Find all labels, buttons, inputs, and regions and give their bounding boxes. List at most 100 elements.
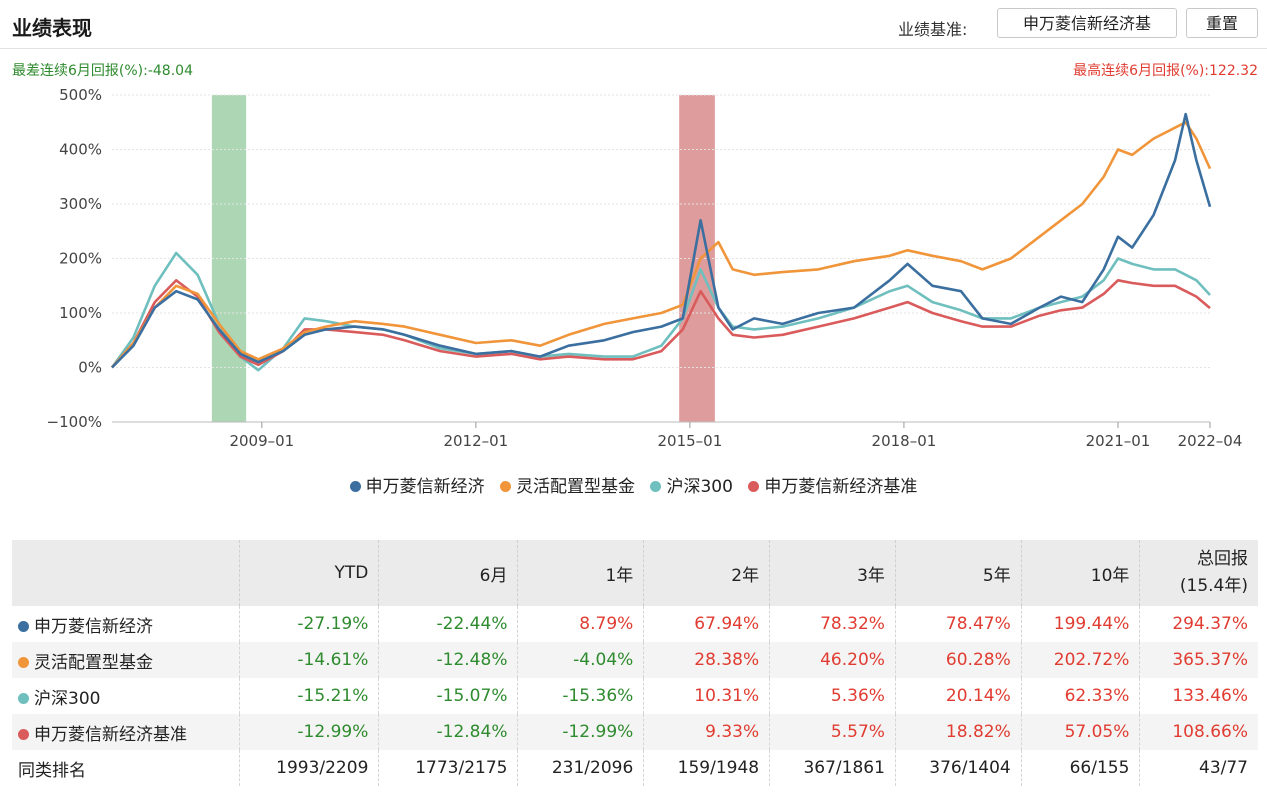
return-cell: 133.46% (1172, 686, 1248, 706)
table-header-3y: 3年 (769, 540, 896, 606)
return-cell: 9.33% (643, 714, 771, 750)
y-tick-label: 100% (59, 304, 102, 322)
table-header-ytd: YTD (239, 540, 380, 606)
table-row: 沪深300 -15.21% -15.07% -15.36% 10.31% 5.36% 20.… (12, 678, 1258, 714)
return-cell: 62.33% (1021, 678, 1141, 714)
return-cell: -12.84% (378, 714, 519, 750)
series-dot (18, 692, 29, 704)
return-cell: 365.37% (1139, 642, 1258, 678)
worst-6m-return: 最差连续6月回报(%):-48.04 (12, 63, 193, 79)
best-6m-return: 最高连续6月回报(%):122.32 (1073, 63, 1258, 79)
return-cell: -12.99% (239, 714, 380, 750)
rank-label: 同类排名 (12, 750, 241, 786)
return-cell: 10.31% (643, 678, 771, 714)
x-tick-label: 2012–01 (443, 432, 508, 450)
table-header-1y: 1年 (517, 540, 645, 606)
rank-cell: 66/155 (1021, 750, 1141, 786)
return-cell: 60.28% (895, 642, 1022, 678)
total-return-label: 总回报 (1197, 549, 1248, 569)
page-title: 业绩表现 (12, 16, 92, 40)
return-cell: -12.48% (378, 642, 519, 678)
x-tick-label: 2015–01 (658, 432, 723, 450)
legend-label: 沪深300 (666, 477, 733, 497)
return-cell: 28.38% (643, 642, 771, 678)
row-fund-name: 灵活配置型基金 (12, 642, 241, 678)
rank-cell: 43/77 (1199, 758, 1248, 778)
row-label: 沪深300 (34, 688, 101, 709)
return-cell: 108.66% (1139, 714, 1258, 750)
y-tick-label: 300% (59, 195, 102, 213)
return-cell: 18.82% (895, 714, 1022, 750)
return-cell: -4.04% (517, 642, 645, 678)
legend-dot (650, 481, 662, 492)
table-row: 灵活配置型基金 -14.61% -12.48% -4.04% 28.38% 46.20% 6… (12, 642, 1258, 678)
return-cell: -14.61% (239, 642, 380, 678)
row-label: 申万菱信新经济基准 (34, 724, 187, 745)
row-fund-name: 申万菱信新经济 (12, 606, 241, 642)
return-cell: 67.94% (643, 606, 771, 642)
reset-button[interactable]: 重置 (1186, 8, 1258, 38)
y-tick-label: 500% (59, 86, 102, 104)
legend-item-category[interactable]: 灵活配置型基金 (500, 472, 635, 497)
y-tick-label: 400% (59, 141, 102, 159)
return-cell: -22.44% (378, 606, 519, 642)
table-header-6m: 6月 (378, 540, 519, 606)
y-tick-label: 200% (59, 250, 102, 268)
row-label: 申万菱信新经济 (34, 616, 153, 637)
return-cell: 46.20% (769, 642, 896, 678)
return-cell: 5.36% (769, 678, 896, 714)
row-fund-name: 沪深300 (12, 678, 241, 714)
total-return-period: (15.4年) (1179, 576, 1248, 596)
performance-table: YTD 6月 1年 2年 3年 5年 10年 总回报 (15.4年) 申万菱信新经… (12, 540, 1258, 786)
y-tick-label: −100% (47, 413, 102, 431)
return-cell: -15.36% (517, 678, 645, 714)
rank-cell: 367/1861 (769, 750, 896, 786)
legend-dot (349, 481, 361, 492)
return-cell: 57.05% (1021, 714, 1141, 750)
legend-label: 申万菱信新经济基准 (764, 477, 918, 497)
legend-item-benchmark[interactable]: 申万菱信新经济基准 (748, 472, 917, 497)
legend-dot (500, 481, 512, 492)
rank-cell: 159/1948 (643, 750, 771, 786)
return-cell: -15.21% (239, 678, 380, 714)
y-tick-label: 0% (78, 359, 102, 377)
table-header-row: YTD 6月 1年 2年 3年 5年 10年 总回报 (15.4年) (12, 540, 1258, 606)
table-header-name (12, 540, 241, 606)
rank-row: 同类排名 1993/2209 1773/2175 231/2096 159/1948 36… (12, 750, 1258, 786)
benchmark-label: 业绩基准: (898, 20, 968, 39)
header-bar: 业绩表现 业绩基准: 申万菱信新经济基 重置 (0, 0, 1267, 49)
return-cell: 20.14% (895, 678, 1022, 714)
return-cell: 294.37% (1172, 614, 1248, 634)
return-cell: -15.07% (378, 678, 519, 714)
return-cell: 202.72% (1021, 642, 1141, 678)
x-tick-label: 2021–01 (1086, 432, 1151, 450)
series-dot (18, 728, 29, 740)
performance-chart[interactable]: 500% 400% 300% 200% 100% 0% −100% 2009–01 2012–0… (0, 80, 1267, 460)
return-cell: 199.44% (1021, 606, 1141, 642)
return-cell: -27.19% (239, 606, 380, 642)
rank-cell: 376/1404 (895, 750, 1022, 786)
return-cell: 8.79% (517, 606, 645, 642)
x-tick-label: 2009–01 (229, 432, 294, 450)
table-header-2y: 2年 (643, 540, 771, 606)
return-cell: 5.57% (769, 714, 896, 750)
legend-label: 申万菱信新经济 (365, 477, 485, 497)
return-cell: 78.32% (769, 606, 896, 642)
legend-item-hs300[interactable]: 沪深300 (650, 472, 733, 497)
rank-cell: 1993/2209 (239, 750, 380, 786)
legend-label: 灵活配置型基金 (516, 477, 636, 497)
legend-dot (748, 481, 760, 492)
table-row: 申万菱信新经济 -27.19% -22.44% 8.79% 67.94% 78.32% 78… (12, 606, 1258, 642)
return-cell: 78.47% (895, 606, 1022, 642)
return-cell: -12.99% (517, 714, 645, 750)
series-dot (18, 620, 29, 632)
rank-cell: 231/2096 (517, 750, 645, 786)
x-tick-label: 2022–04 (1178, 432, 1243, 450)
x-tick-label: 2018–01 (872, 432, 937, 450)
legend-item-fund[interactable]: 申万菱信新经济 (349, 472, 485, 497)
table-row: 申万菱信新经济基准 -12.99% -12.84% -12.99% 9.33% 5.57%… (12, 714, 1258, 750)
benchmark-select-button[interactable]: 申万菱信新经济基 (997, 8, 1177, 38)
row-label: 灵活配置型基金 (34, 652, 153, 673)
fund-line (111, 112, 1212, 369)
rank-cell: 1773/2175 (378, 750, 519, 786)
